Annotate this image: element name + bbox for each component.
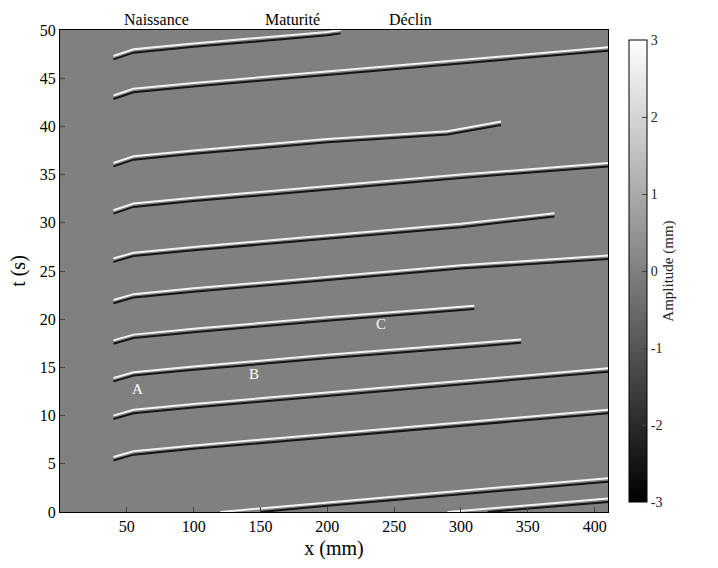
svg-text:10: 10 [40, 407, 56, 424]
svg-text:200: 200 [315, 518, 339, 535]
svg-text:20: 20 [40, 311, 56, 328]
svg-text:3: 3 [651, 33, 658, 48]
svg-text:2: 2 [651, 110, 658, 125]
svg-text:150: 150 [248, 518, 272, 535]
svg-text:B: B [249, 366, 259, 382]
svg-text:350: 350 [516, 518, 540, 535]
svg-text:400: 400 [583, 518, 607, 535]
svg-text:x (mm): x (mm) [304, 537, 363, 560]
svg-text:30: 30 [40, 214, 56, 231]
svg-text:15: 15 [40, 359, 56, 376]
svg-text:A: A [132, 381, 143, 397]
svg-text:40: 40 [40, 118, 56, 135]
svg-text:C: C [376, 316, 386, 332]
svg-text:35: 35 [40, 166, 56, 183]
svg-text:1: 1 [651, 187, 658, 202]
svg-text:Amplitude (mm): Amplitude (mm) [660, 220, 677, 321]
svg-text:-2: -2 [651, 418, 663, 433]
svg-text:-1: -1 [651, 341, 663, 356]
svg-text:Déclin: Déclin [389, 11, 432, 28]
svg-text:45: 45 [40, 70, 56, 87]
svg-text:100: 100 [182, 518, 206, 535]
svg-text:300: 300 [449, 518, 473, 535]
svg-text:25: 25 [40, 263, 56, 280]
svg-text:0: 0 [48, 504, 56, 521]
svg-text:0: 0 [651, 264, 658, 279]
svg-text:Maturité: Maturité [265, 11, 320, 28]
svg-text:t (s): t (s) [7, 255, 30, 287]
svg-text:50: 50 [119, 518, 135, 535]
svg-text:Naissance: Naissance [124, 11, 189, 28]
svg-text:5: 5 [48, 455, 56, 472]
svg-text:50: 50 [40, 22, 56, 39]
svg-text:250: 250 [382, 518, 406, 535]
svg-text:-3: -3 [651, 495, 663, 510]
